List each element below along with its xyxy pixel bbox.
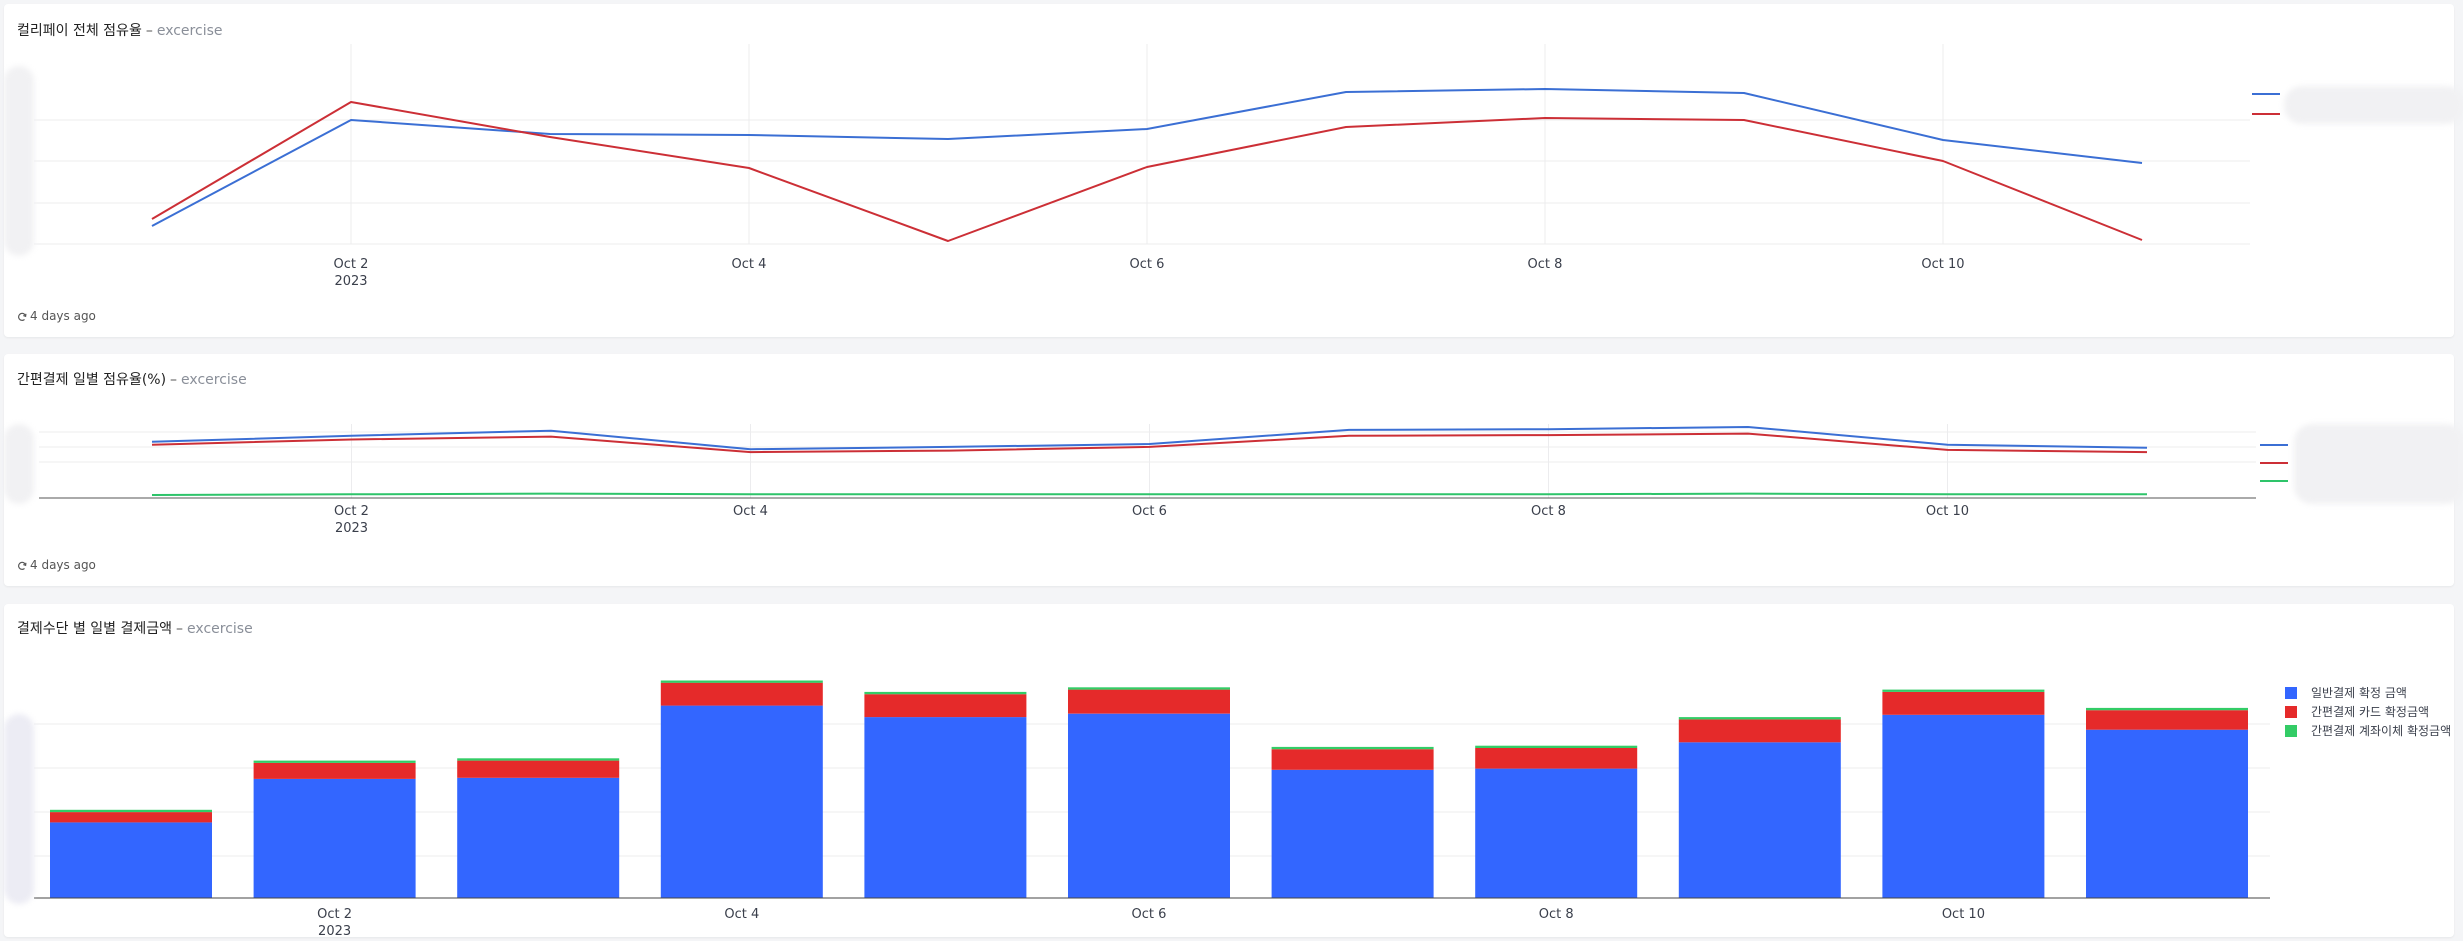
card-title[interactable]: 컬리페이 전체 점유율 – excercise (17, 20, 223, 40)
bar-segment-3[interactable] (2086, 707, 2248, 711)
card-title-text: 결제수단 별 일별 결제금액 (17, 621, 173, 637)
series-line-1[interactable] (151, 88, 2143, 227)
bar-segment-1[interactable] (50, 822, 212, 898)
card-title-text: 간편결제 일별 점유율(%) (17, 372, 167, 388)
last-updated-text: 4 days ago (30, 558, 96, 572)
bar-segment-1[interactable] (1475, 768, 1638, 898)
x-tick-label: Oct 6 (1130, 257, 1165, 272)
x-tick-label: Oct 10 (1942, 907, 1985, 922)
x-tick-label: Oct 2 (334, 504, 369, 519)
database-name: excercise (181, 372, 247, 388)
bar-segment-3[interactable] (50, 809, 212, 813)
x-tick-label: Oct 6 (1132, 504, 1167, 519)
bar-segment-1[interactable] (864, 717, 1027, 898)
x-tick-label: Oct 10 (1926, 504, 1969, 519)
x-tick-label: Oct 8 (1528, 257, 1563, 272)
x-tick-year-label: 2023 (318, 924, 351, 939)
bar-segment-3[interactable] (864, 691, 1027, 695)
bar-segment-2[interactable] (660, 682, 823, 706)
legend-label-2[interactable]: 간편결제 카드 확정금액 (2311, 705, 2429, 719)
x-tick-year-label: 2023 (334, 274, 367, 289)
x-tick-label: Oct 10 (1921, 257, 1964, 272)
legend-label-3[interactable]: 간편결제 계좌이체 확정금액 (2311, 724, 2451, 738)
bar-segment-3[interactable] (1678, 717, 1841, 720)
database-name: excercise (156, 23, 223, 39)
bar-segment-3[interactable] (1068, 687, 1230, 690)
bar-segment-1[interactable] (2086, 729, 2248, 898)
bar-segment-2[interactable] (253, 762, 416, 779)
bar-segment-1[interactable] (253, 778, 416, 898)
bar-segment-1[interactable] (660, 705, 823, 898)
obscured-legend (2294, 424, 2463, 504)
bar-segment-1[interactable] (1271, 769, 1434, 898)
obscured-y-axis (4, 424, 34, 504)
bar-segment-3[interactable] (253, 760, 416, 763)
last-updated: 4 days ago (17, 309, 96, 323)
series-line-2[interactable] (151, 101, 2143, 242)
obscured-y-axis (4, 714, 34, 904)
bar-segment-2[interactable] (1068, 689, 1230, 714)
refresh-icon (17, 311, 27, 321)
x-tick-year-label: 2023 (335, 521, 368, 536)
x-tick-label: Oct 6 (1132, 907, 1167, 922)
bar-segment-1[interactable] (457, 777, 620, 898)
bar-segment-2[interactable] (1271, 749, 1434, 770)
bar-segment-2[interactable] (1882, 691, 2045, 715)
card-title[interactable]: 간편결제 일별 점유율(%) – excercise (17, 369, 247, 389)
bar-segment-1[interactable] (1068, 713, 1230, 898)
card-title-text: 컬리페이 전체 점유율 (17, 23, 142, 39)
bar-segment-2[interactable] (1678, 719, 1841, 743)
last-updated: 4 days ago (17, 558, 96, 572)
bar-segment-2[interactable] (457, 760, 620, 778)
last-updated-text: 4 days ago (30, 309, 96, 323)
bar-segment-1[interactable] (1678, 742, 1841, 898)
bar-segment-2[interactable] (1475, 748, 1638, 769)
bar-segment-2[interactable] (2086, 710, 2248, 730)
bar-segment-2[interactable] (50, 812, 212, 823)
bar-segment-1[interactable] (1882, 714, 2045, 898)
line-chart-plot[interactable]: Oct 2 2023 Oct 4 Oct 6 Oct 8 Oct 10 (4, 354, 2454, 586)
x-tick-label: Oct 8 (1531, 504, 1566, 519)
bar-segment-3[interactable] (1271, 746, 1434, 750)
database-name: excercise (187, 621, 253, 637)
x-tick-label: Oct 4 (724, 907, 759, 922)
title-separator: – (176, 621, 184, 637)
x-tick-label: Oct 8 (1539, 907, 1574, 922)
x-tick-label: Oct 2 (334, 257, 369, 272)
chart-card-kurlypay-share: 컬리페이 전체 점유율 – excercise Oct 2 2023 Oct 4 Oct … (4, 4, 2463, 337)
legend-swatch-3[interactable] (2285, 725, 2297, 737)
line-chart-plot[interactable]: Oct 2 2023 Oct 4 Oct 6 Oct 8 Oct 10 (4, 4, 2454, 337)
series-line-1[interactable] (151, 426, 2148, 451)
bar-segment-2[interactable] (864, 694, 1027, 718)
title-separator: – (170, 372, 178, 388)
refresh-icon (17, 560, 27, 570)
series-line-2[interactable] (151, 432, 2148, 454)
bar-segment-3[interactable] (660, 680, 823, 683)
legend-label-1[interactable]: 일반결제 확정 금액 (2311, 686, 2407, 700)
x-tick-label: Oct 4 (733, 504, 768, 519)
x-tick-label: Oct 4 (732, 257, 767, 272)
bar-segment-3[interactable] (1882, 689, 2045, 692)
bar-segment-3[interactable] (457, 758, 620, 761)
legend-swatch-2[interactable] (2285, 706, 2297, 718)
obscured-y-axis (4, 66, 34, 256)
bar-segment-3[interactable] (1475, 745, 1638, 748)
obscured-legend (2284, 86, 2463, 124)
legend-swatch-1[interactable] (2285, 687, 2297, 699)
series-line-3[interactable] (151, 492, 2147, 496)
card-title[interactable]: 결제수단 별 일별 결제금액 – excercise (17, 618, 253, 638)
x-tick-label: Oct 2 (317, 907, 352, 922)
title-separator: – (145, 23, 153, 39)
stacked-bar-chart-plot[interactable]: Oct 2 2023 Oct 4 Oct 6 Oct 8 Oct 10 일반결제 확정 금액… (4, 604, 2454, 939)
